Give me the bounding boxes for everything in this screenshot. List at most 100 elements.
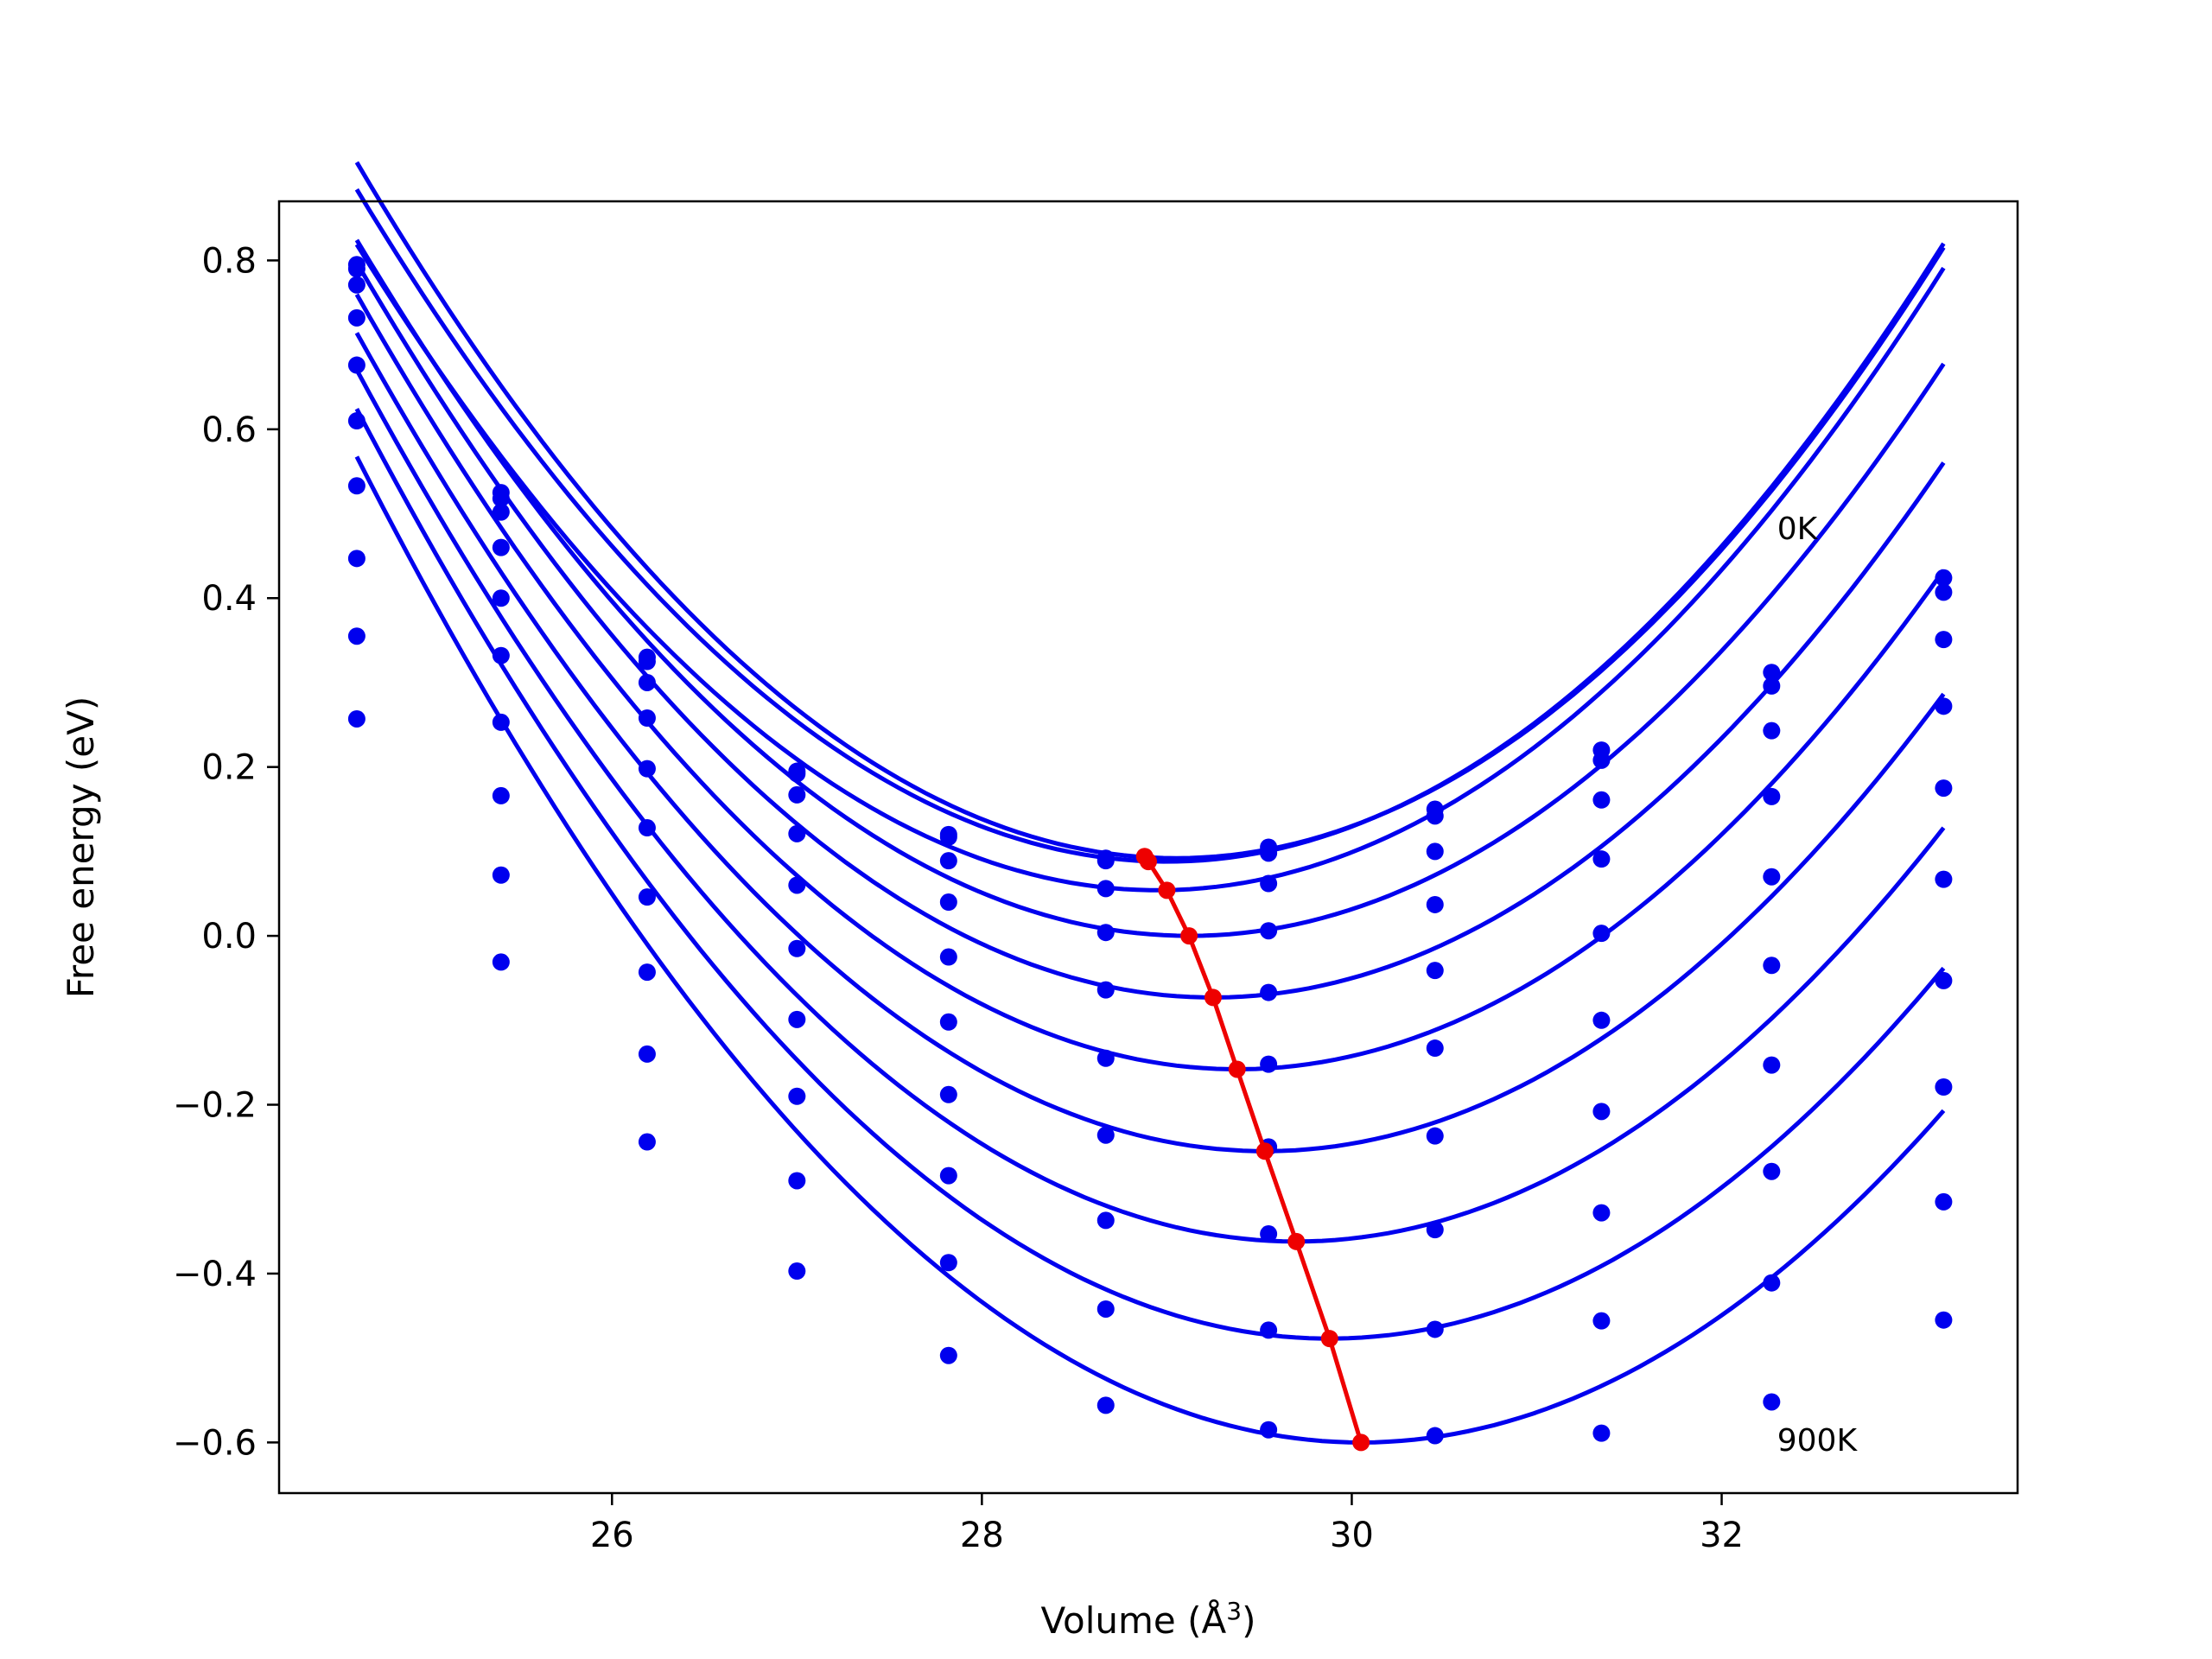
data-point-1-10 [1935,583,1953,601]
data-point-4-9 [1763,868,1781,886]
minimum-point-2 [1158,881,1176,899]
data-point-5-7 [1426,1039,1444,1058]
data-point-6-5 [1096,1126,1115,1144]
data-point-9-9 [1763,1393,1781,1411]
data-point-4-0 [347,356,365,374]
data-point-9-4 [939,1346,957,1364]
y-tick-label-0: −0.6 [173,1423,257,1463]
data-point-7-2 [638,963,656,982]
data-point-4-1 [492,589,510,607]
y-tick-label-6: 0.6 [201,410,257,450]
x-tick-label-2: 30 [1330,1516,1374,1555]
data-point-9-1 [492,953,510,971]
data-point-2-9 [1763,721,1781,740]
annotations: 0K 900K [1777,512,1859,1459]
y-tick-label-7: 0.8 [201,241,257,281]
x-axis-label-superscript: 3 [1226,1597,1242,1625]
x-tick-label-1: 28 [960,1516,1004,1555]
fit-curve-8 [354,408,1946,1341]
fit-curve-2 [354,243,1946,893]
fit-curve-3 [354,238,1946,938]
data-point-1-6 [1260,844,1278,862]
data-point-9-8 [1592,1424,1611,1442]
data-point-5-8 [1592,1011,1611,1029]
data-point-5-9 [1763,957,1781,975]
data-point-2-5 [1096,880,1115,898]
minimum-point-6 [1255,1142,1274,1160]
data-point-8-6 [1260,1321,1278,1339]
data-point-9-10 [1935,1311,1953,1329]
annotation-0: 0K [1777,512,1819,547]
data-point-2-3 [788,785,806,804]
data-point-9-5 [1096,1396,1115,1414]
data-point-8-0 [347,627,365,645]
minimum-point-8 [1320,1330,1338,1348]
data-point-8-10 [1935,1192,1953,1211]
y-tick-label-3: 0.0 [201,917,257,957]
data-point-8-8 [1592,1312,1611,1330]
data-point-7-10 [1935,1078,1953,1096]
x-axis-label-close: ) [1242,1599,1255,1642]
data-point-7-8 [1592,1204,1611,1222]
data-point-3-5 [1096,924,1115,942]
minimum-point-9 [1352,1433,1370,1452]
minima-line [1142,855,1363,1444]
data-point-7-4 [939,1166,957,1185]
data-point-9-0 [347,709,365,728]
data-point-3-4 [939,893,957,912]
data-point-8-4 [939,1254,957,1272]
data-point-7-5 [1096,1211,1115,1230]
x-axis-label: Volume (Å3) [1041,1597,1256,1643]
data-point-6-7 [1426,1127,1444,1145]
data-point-3-8 [1592,850,1611,868]
data-point-8-7 [1426,1320,1444,1338]
data-point-1-4 [939,828,957,846]
y-axis-ticks: −0.6 −0.4 −0.2 0.0 0.2 0.4 0.6 0.8 [173,241,279,1463]
minimum-point-5 [1228,1060,1246,1078]
fit-curve-9 [354,455,1946,1445]
data-point-4-4 [939,948,957,966]
data-point-4-5 [1096,981,1115,999]
data-point-5-10 [1935,870,1953,888]
data-point-9-6 [1260,1421,1278,1439]
fit-curve-7 [354,369,1946,1244]
data-point-3-0 [347,308,365,327]
data-point-3-9 [1763,787,1781,805]
x-axis-ticks: 26 28 30 32 [590,1493,1744,1555]
data-point-2-4 [939,852,957,870]
data-point-2-8 [1592,791,1611,809]
y-tick-label-2: −0.2 [173,1086,257,1126]
data-point-2-0 [347,276,365,294]
data-point-4-7 [1426,962,1444,980]
data-point-6-2 [638,888,656,906]
data-point-5-3 [788,939,806,957]
minimum-point-1 [1140,853,1157,871]
data-point-9-2 [638,1133,656,1151]
data-point-5-4 [939,1013,957,1031]
data-point-8-5 [1096,1300,1115,1318]
data-point-2-10 [1935,631,1953,649]
y-axis-label: Free energy (eV) [60,696,102,999]
data-point-2-7 [1426,842,1444,861]
data-point-2-6 [1260,874,1278,893]
data-point-5-6 [1260,1055,1278,1073]
data-point-7-1 [492,786,510,804]
y-tick-label-5: 0.4 [201,579,257,619]
data-point-7-6 [1260,1225,1278,1243]
data-point-6-3 [788,1010,806,1028]
data-point-3-6 [1260,922,1278,940]
data-point-3-7 [1426,895,1444,913]
y-tick-label-1: −0.4 [173,1255,257,1294]
data-point-9-3 [788,1262,806,1281]
data-point-8-2 [638,1045,656,1063]
data-point-7-0 [347,550,365,568]
minimum-point-4 [1204,988,1222,1007]
fit-curve-5 [354,293,1946,1071]
annotation-1: 900K [1777,1423,1859,1459]
x-tick-label-0: 26 [590,1516,634,1555]
data-point-8-3 [788,1172,806,1190]
data-point-3-1 [492,538,510,556]
